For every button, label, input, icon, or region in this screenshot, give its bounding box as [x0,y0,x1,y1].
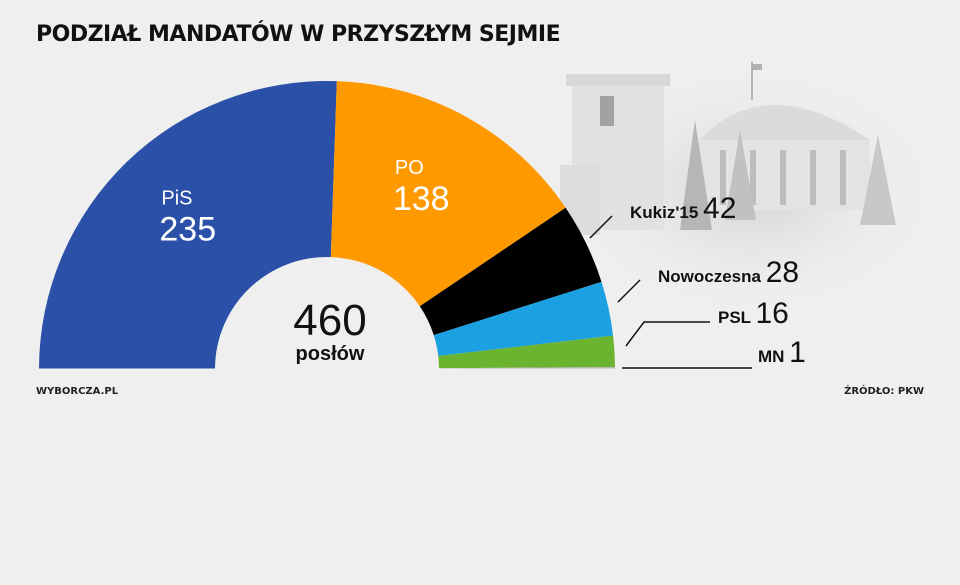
total-seats-label: posłów [296,343,365,365]
total-seats-value: 460 [293,296,366,345]
leader-line-nowoczesna [617,279,641,303]
label-psl: PSL 16 [718,297,789,330]
label-value-po: 138 [393,180,450,218]
parliament-building-image [550,60,950,320]
slice-po [330,81,566,307]
footer-brand: WYBORCZA.PL [36,386,119,397]
label-value-pis: 235 [159,211,216,249]
slice-kukiz-15 [419,207,602,336]
leader-line-psl [625,321,710,347]
slice-nowoczesna [433,281,614,357]
label-name-pis: PiS [161,188,192,210]
label-mn: MN 1 [758,336,806,369]
slice-psl [438,335,615,369]
label-name-po: PO [395,157,424,179]
leader-line-kukiz-15 [589,215,613,239]
label-kukiz-15: Kukiz'15 42 [630,192,736,225]
label-nowoczesna: Nowoczesna 28 [658,256,799,289]
slice-pis [39,80,337,369]
footer-source: ŹRÓDŁO: PKW [844,386,924,397]
chart-title: PODZIAŁ MANDATÓW W PRZYSZŁYM SEJMIE [36,22,561,47]
